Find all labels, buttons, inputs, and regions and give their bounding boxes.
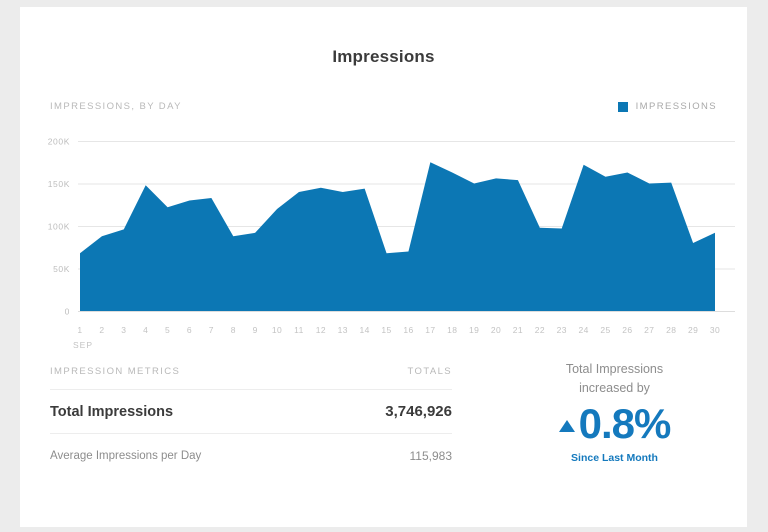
x-axis-month-label: SEP xyxy=(73,340,93,350)
y-axis-tick-label: 100K xyxy=(48,222,70,232)
table-row: Total Impressions 3,746,926 xyxy=(50,389,452,433)
stat-footnote: Since Last Month xyxy=(571,452,658,464)
x-axis-tick-label: 6 xyxy=(187,325,192,335)
x-axis-tick-label: 27 xyxy=(644,325,654,335)
chart-header: IMPRESSIONS, BY DAY IMPRESSIONS xyxy=(50,101,717,117)
table-row: Average Impressions per Day 115,983 xyxy=(50,433,452,477)
summary-section: IMPRESSION METRICS TOTALS Total Impressi… xyxy=(20,352,747,477)
legend-swatch-impressions xyxy=(617,101,628,112)
metrics-table-header: IMPRESSION METRICS TOTALS xyxy=(50,366,452,389)
x-axis-tick-label: 4 xyxy=(143,325,148,335)
x-axis-tick-label: 1 xyxy=(77,325,82,335)
stat-percent-row: 0.8% xyxy=(482,402,747,446)
x-axis-tick-label: 12 xyxy=(316,325,326,335)
x-axis-tick-label: 7 xyxy=(209,325,214,335)
x-axis-tick-label: 28 xyxy=(666,325,676,335)
impressions-card: Impressions IMPRESSIONS, BY DAY IMPRESSI… xyxy=(20,7,747,527)
x-axis-tick-label: 18 xyxy=(447,325,457,335)
x-axis-tick-label: 22 xyxy=(535,325,545,335)
triangle-up-icon xyxy=(558,420,575,432)
x-axis-tick-label: 3 xyxy=(121,325,126,335)
y-axis-tick-label: 200K xyxy=(48,137,70,147)
metrics-table: IMPRESSION METRICS TOTALS Total Impressi… xyxy=(20,352,482,477)
y-axis-tick-label: 150K xyxy=(48,179,70,189)
x-axis-tick-label: 16 xyxy=(403,325,413,335)
x-axis-tick-label: 10 xyxy=(272,325,282,335)
x-axis-tick-label: 8 xyxy=(231,325,236,335)
impressions-area-chart: 0 50K 100K 150K 200K 1 2 3 4 5 6 7 8 9 10 11 12 13 14 15 16 1… xyxy=(20,127,747,352)
x-axis-tick-label: 15 xyxy=(381,325,391,335)
x-axis-tick-label: 21 xyxy=(513,325,523,335)
metric-value-average-impressions: 115,983 xyxy=(409,448,453,463)
x-axis-tick-label: 29 xyxy=(688,325,698,335)
change-stat-panel: Total Impressions increased by 0.8% Sinc… xyxy=(482,352,747,464)
x-axis-tick-label: 26 xyxy=(622,325,632,335)
y-axis-tick-label: 0 xyxy=(65,307,70,317)
stat-percent-value: 0.8% xyxy=(578,400,672,447)
metric-value-total-impressions: 3,746,926 xyxy=(385,403,452,420)
chart-section-label: IMPRESSIONS, BY DAY xyxy=(50,101,182,112)
x-axis-tick-label: 17 xyxy=(425,325,435,335)
metrics-header-totals: TOTALS xyxy=(407,366,452,377)
metrics-header-name: IMPRESSION METRICS xyxy=(50,366,181,377)
x-axis-tick-label: 23 xyxy=(557,325,567,335)
metric-label-total-impressions: Total Impressions xyxy=(50,403,174,420)
metric-label-average-impressions: Average Impressions per Day xyxy=(50,449,202,462)
x-axis-tick-label: 9 xyxy=(253,325,258,335)
x-axis-tick-label: 5 xyxy=(165,325,170,335)
x-axis-tick-label: 25 xyxy=(600,325,610,335)
x-axis-tick-label: 24 xyxy=(578,325,588,335)
stat-line-2: increased by xyxy=(579,381,650,395)
y-axis-tick-label: 50K xyxy=(53,264,70,274)
x-axis-tick-label: 30 xyxy=(710,325,720,335)
x-axis-tick-label: 2 xyxy=(99,325,104,335)
legend-label-impressions: IMPRESSIONS xyxy=(635,101,717,112)
x-axis-tick-label: 19 xyxy=(469,325,479,335)
x-axis-tick-label: 13 xyxy=(338,325,348,335)
page-title: Impressions xyxy=(332,47,435,66)
x-axis-tick-label: 11 xyxy=(294,325,304,335)
chart-legend: IMPRESSIONS xyxy=(617,101,717,112)
area-series-impressions xyxy=(80,162,715,311)
x-axis-tick-label: 20 xyxy=(491,325,501,335)
stat-line-1: Total Impressions xyxy=(565,362,664,376)
x-axis-tick-label: 14 xyxy=(360,325,370,335)
